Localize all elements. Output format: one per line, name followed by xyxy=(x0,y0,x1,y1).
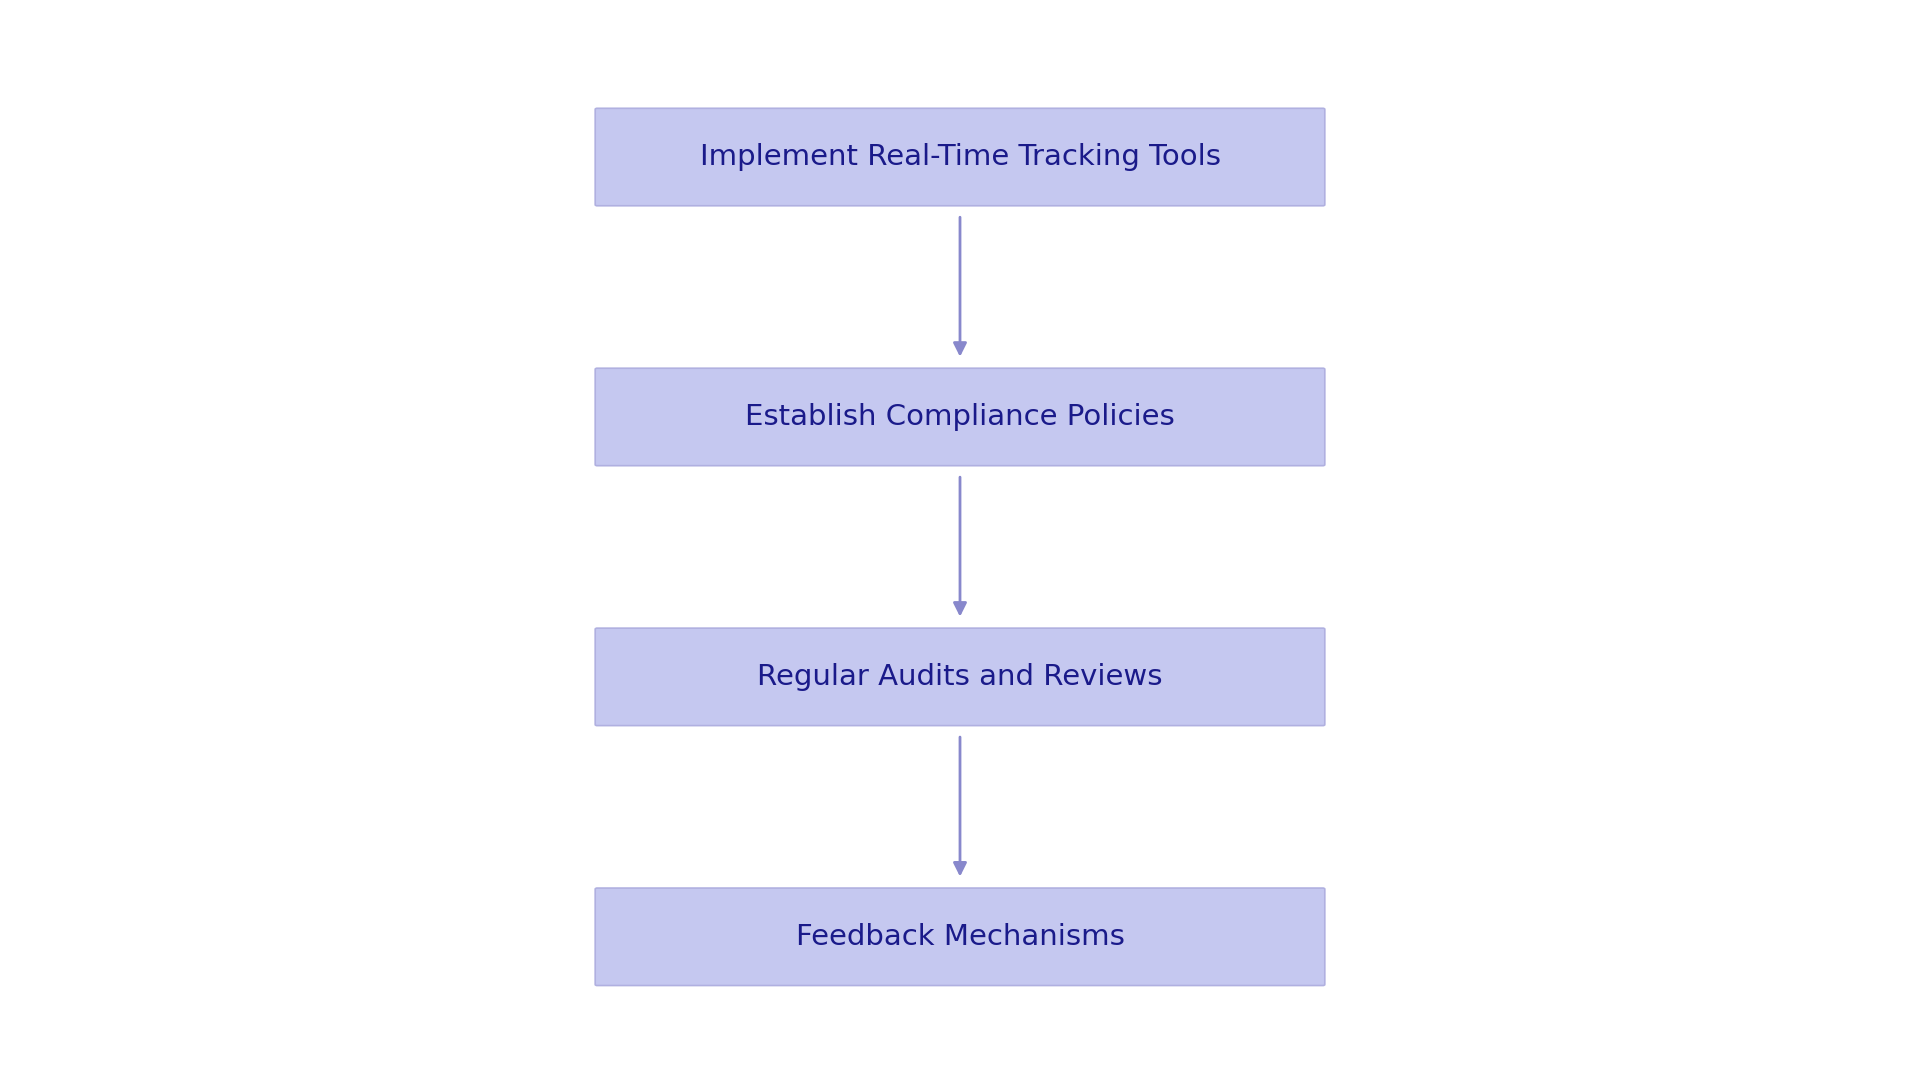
Text: Establish Compliance Policies: Establish Compliance Policies xyxy=(745,403,1175,431)
FancyBboxPatch shape xyxy=(595,368,1325,466)
Text: Regular Audits and Reviews: Regular Audits and Reviews xyxy=(756,663,1164,691)
Text: Feedback Mechanisms: Feedback Mechanisms xyxy=(795,923,1125,951)
FancyBboxPatch shape xyxy=(595,628,1325,726)
FancyBboxPatch shape xyxy=(595,108,1325,206)
FancyBboxPatch shape xyxy=(595,888,1325,986)
Text: Implement Real-Time Tracking Tools: Implement Real-Time Tracking Tools xyxy=(699,143,1221,171)
